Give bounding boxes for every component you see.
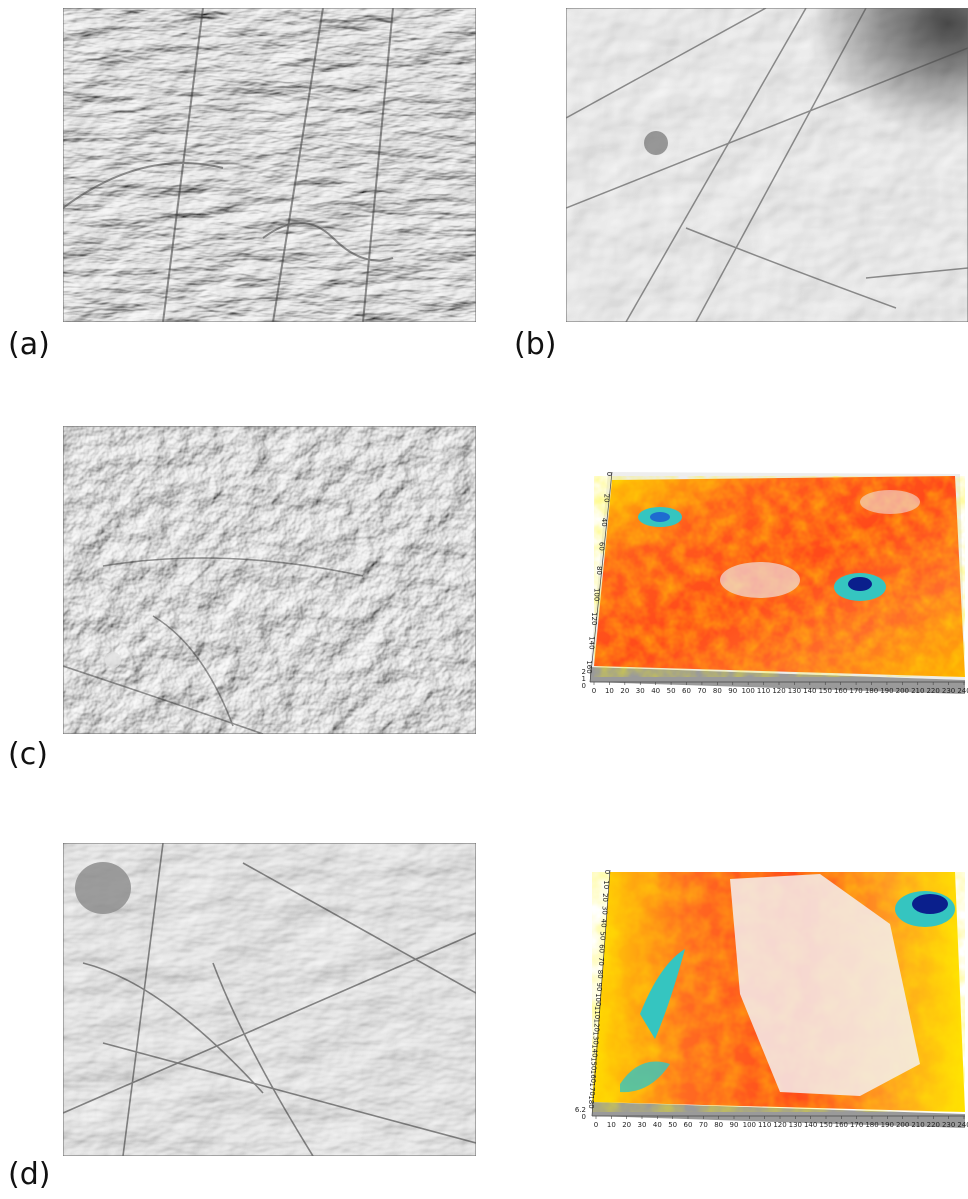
z-tick-label: 0 <box>582 682 586 690</box>
x-tick-label: 240 <box>957 687 968 695</box>
z-tick-label: 1 <box>582 675 586 683</box>
x-tick-label: 140 <box>803 687 816 695</box>
x-tick-label: 150 <box>819 1121 832 1129</box>
y-tick-label: 20 <box>603 494 611 503</box>
surface-plot-c: 0 10 20 30 40 50 60 70 80 90 100 110 120 130 140 150 160… <box>582 472 968 695</box>
x-tick-label: 160 <box>834 687 847 695</box>
y-tick-label: 10 <box>602 880 610 889</box>
x-tick-label: 40 <box>653 1121 662 1129</box>
x-tick-label: 30 <box>638 1121 647 1129</box>
surface-plot-d: 0 10 20 30 40 50 60 70 80 90 100 110 120 130 140 150 160… <box>575 870 968 1129</box>
x-tick-label: 210 <box>911 1121 924 1129</box>
z-tick-label: 2 <box>582 668 586 676</box>
x-tick-label: 50 <box>667 687 676 695</box>
x-tick-label: 80 <box>714 1121 723 1129</box>
y-tick-label: 170 <box>588 1083 596 1096</box>
y-tick-label: 40 <box>600 518 608 527</box>
x-tick-label: 70 <box>697 687 706 695</box>
z-tick-label: 0 <box>582 1113 586 1121</box>
x-tick-label: 170 <box>849 687 862 695</box>
y-tick-label: 60 <box>598 944 606 953</box>
x-tick-label: 180 <box>865 687 878 695</box>
x-tick-label: 190 <box>881 1121 894 1129</box>
x-tick-label: 190 <box>880 687 893 695</box>
y-tick-label: 50 <box>599 931 607 940</box>
y-tick-label: 80 <box>596 970 604 979</box>
x-tick-label: 50 <box>668 1121 677 1129</box>
x-tick-label: 170 <box>850 1121 863 1129</box>
y-tick-label: 110 <box>593 1006 601 1019</box>
y-tick-label: 100 <box>593 588 601 601</box>
x-tick-label: 90 <box>730 1121 739 1129</box>
x-tick-label: 230 <box>942 1121 955 1129</box>
x-tick-label: 80 <box>713 687 722 695</box>
x-tick-label: 210 <box>911 687 924 695</box>
x-tick-label: 100 <box>743 1121 756 1129</box>
x-tick-label: 0 <box>592 687 596 695</box>
x-tick-label: 120 <box>772 687 785 695</box>
x-tick-label: 60 <box>684 1121 693 1129</box>
x-tick-label: 100 <box>741 687 754 695</box>
x-tick-label: 10 <box>605 687 614 695</box>
x-tick-label: 230 <box>942 687 955 695</box>
x-tick-label: 90 <box>728 687 737 695</box>
y-tick-label: 120 <box>590 612 598 625</box>
x-tick-label: 140 <box>804 1121 817 1129</box>
y-tick-label: 90 <box>595 983 603 992</box>
x-tick-label: 20 <box>622 1121 631 1129</box>
panel-label-b: (b) <box>514 327 557 362</box>
x-tick-label: 60 <box>682 687 691 695</box>
x-tick-label: 20 <box>620 687 629 695</box>
x-tick-label: 110 <box>757 687 770 695</box>
x-tick-label: 10 <box>607 1121 616 1129</box>
x-tick-label: 220 <box>927 1121 940 1129</box>
y-tick-label: 140 <box>588 636 596 649</box>
panel-label-c: (c) <box>8 737 48 772</box>
micrograph-b <box>566 8 968 322</box>
y-tick-label: 120 <box>592 1019 600 1032</box>
micrograph-c <box>63 426 476 734</box>
x-tick-label: 130 <box>788 687 801 695</box>
x-tick-label: 40 <box>651 687 660 695</box>
x-tick-label: 180 <box>865 1121 878 1129</box>
micrograph-a <box>63 8 476 322</box>
micrograph-d <box>63 843 476 1156</box>
y-tick-label: 180 <box>587 1095 595 1108</box>
x-tick-label: 110 <box>758 1121 771 1129</box>
x-tick-label: 130 <box>789 1121 802 1129</box>
y-tick-label: 0 <box>605 472 613 476</box>
x-tick-label: 70 <box>699 1121 708 1129</box>
y-tick-label: 30 <box>600 906 608 915</box>
x-tick-label: 0 <box>594 1121 598 1129</box>
x-tick-label: 30 <box>636 687 645 695</box>
panel-label-d: (d) <box>8 1157 51 1192</box>
y-tick-label: 0 <box>603 870 611 874</box>
panel-label-a: (a) <box>8 327 50 362</box>
y-tick-label: 70 <box>597 957 605 966</box>
y-tick-label: 150 <box>590 1057 598 1070</box>
x-tick-label: 160 <box>835 1121 848 1129</box>
x-tick-label: 240 <box>957 1121 968 1129</box>
y-tick-label: 60 <box>598 542 606 551</box>
y-tick-label: 160 <box>589 1070 597 1083</box>
x-tick-label: 200 <box>896 1121 909 1129</box>
x-tick-label: 150 <box>819 687 832 695</box>
y-tick-label: 80 <box>595 566 603 575</box>
y-tick-label: 160 <box>585 660 593 673</box>
x-tick-label: 220 <box>926 687 939 695</box>
x-tick-label: 120 <box>773 1121 786 1129</box>
x-tick-label: 200 <box>896 687 909 695</box>
z-tick-label: 6.2 <box>575 1106 586 1114</box>
y-tick-label: 100 <box>594 993 602 1006</box>
y-tick-label: 130 <box>591 1031 599 1044</box>
y-tick-label: 20 <box>601 893 609 902</box>
y-tick-label: 140 <box>591 1044 599 1057</box>
y-tick-label: 40 <box>599 919 607 928</box>
